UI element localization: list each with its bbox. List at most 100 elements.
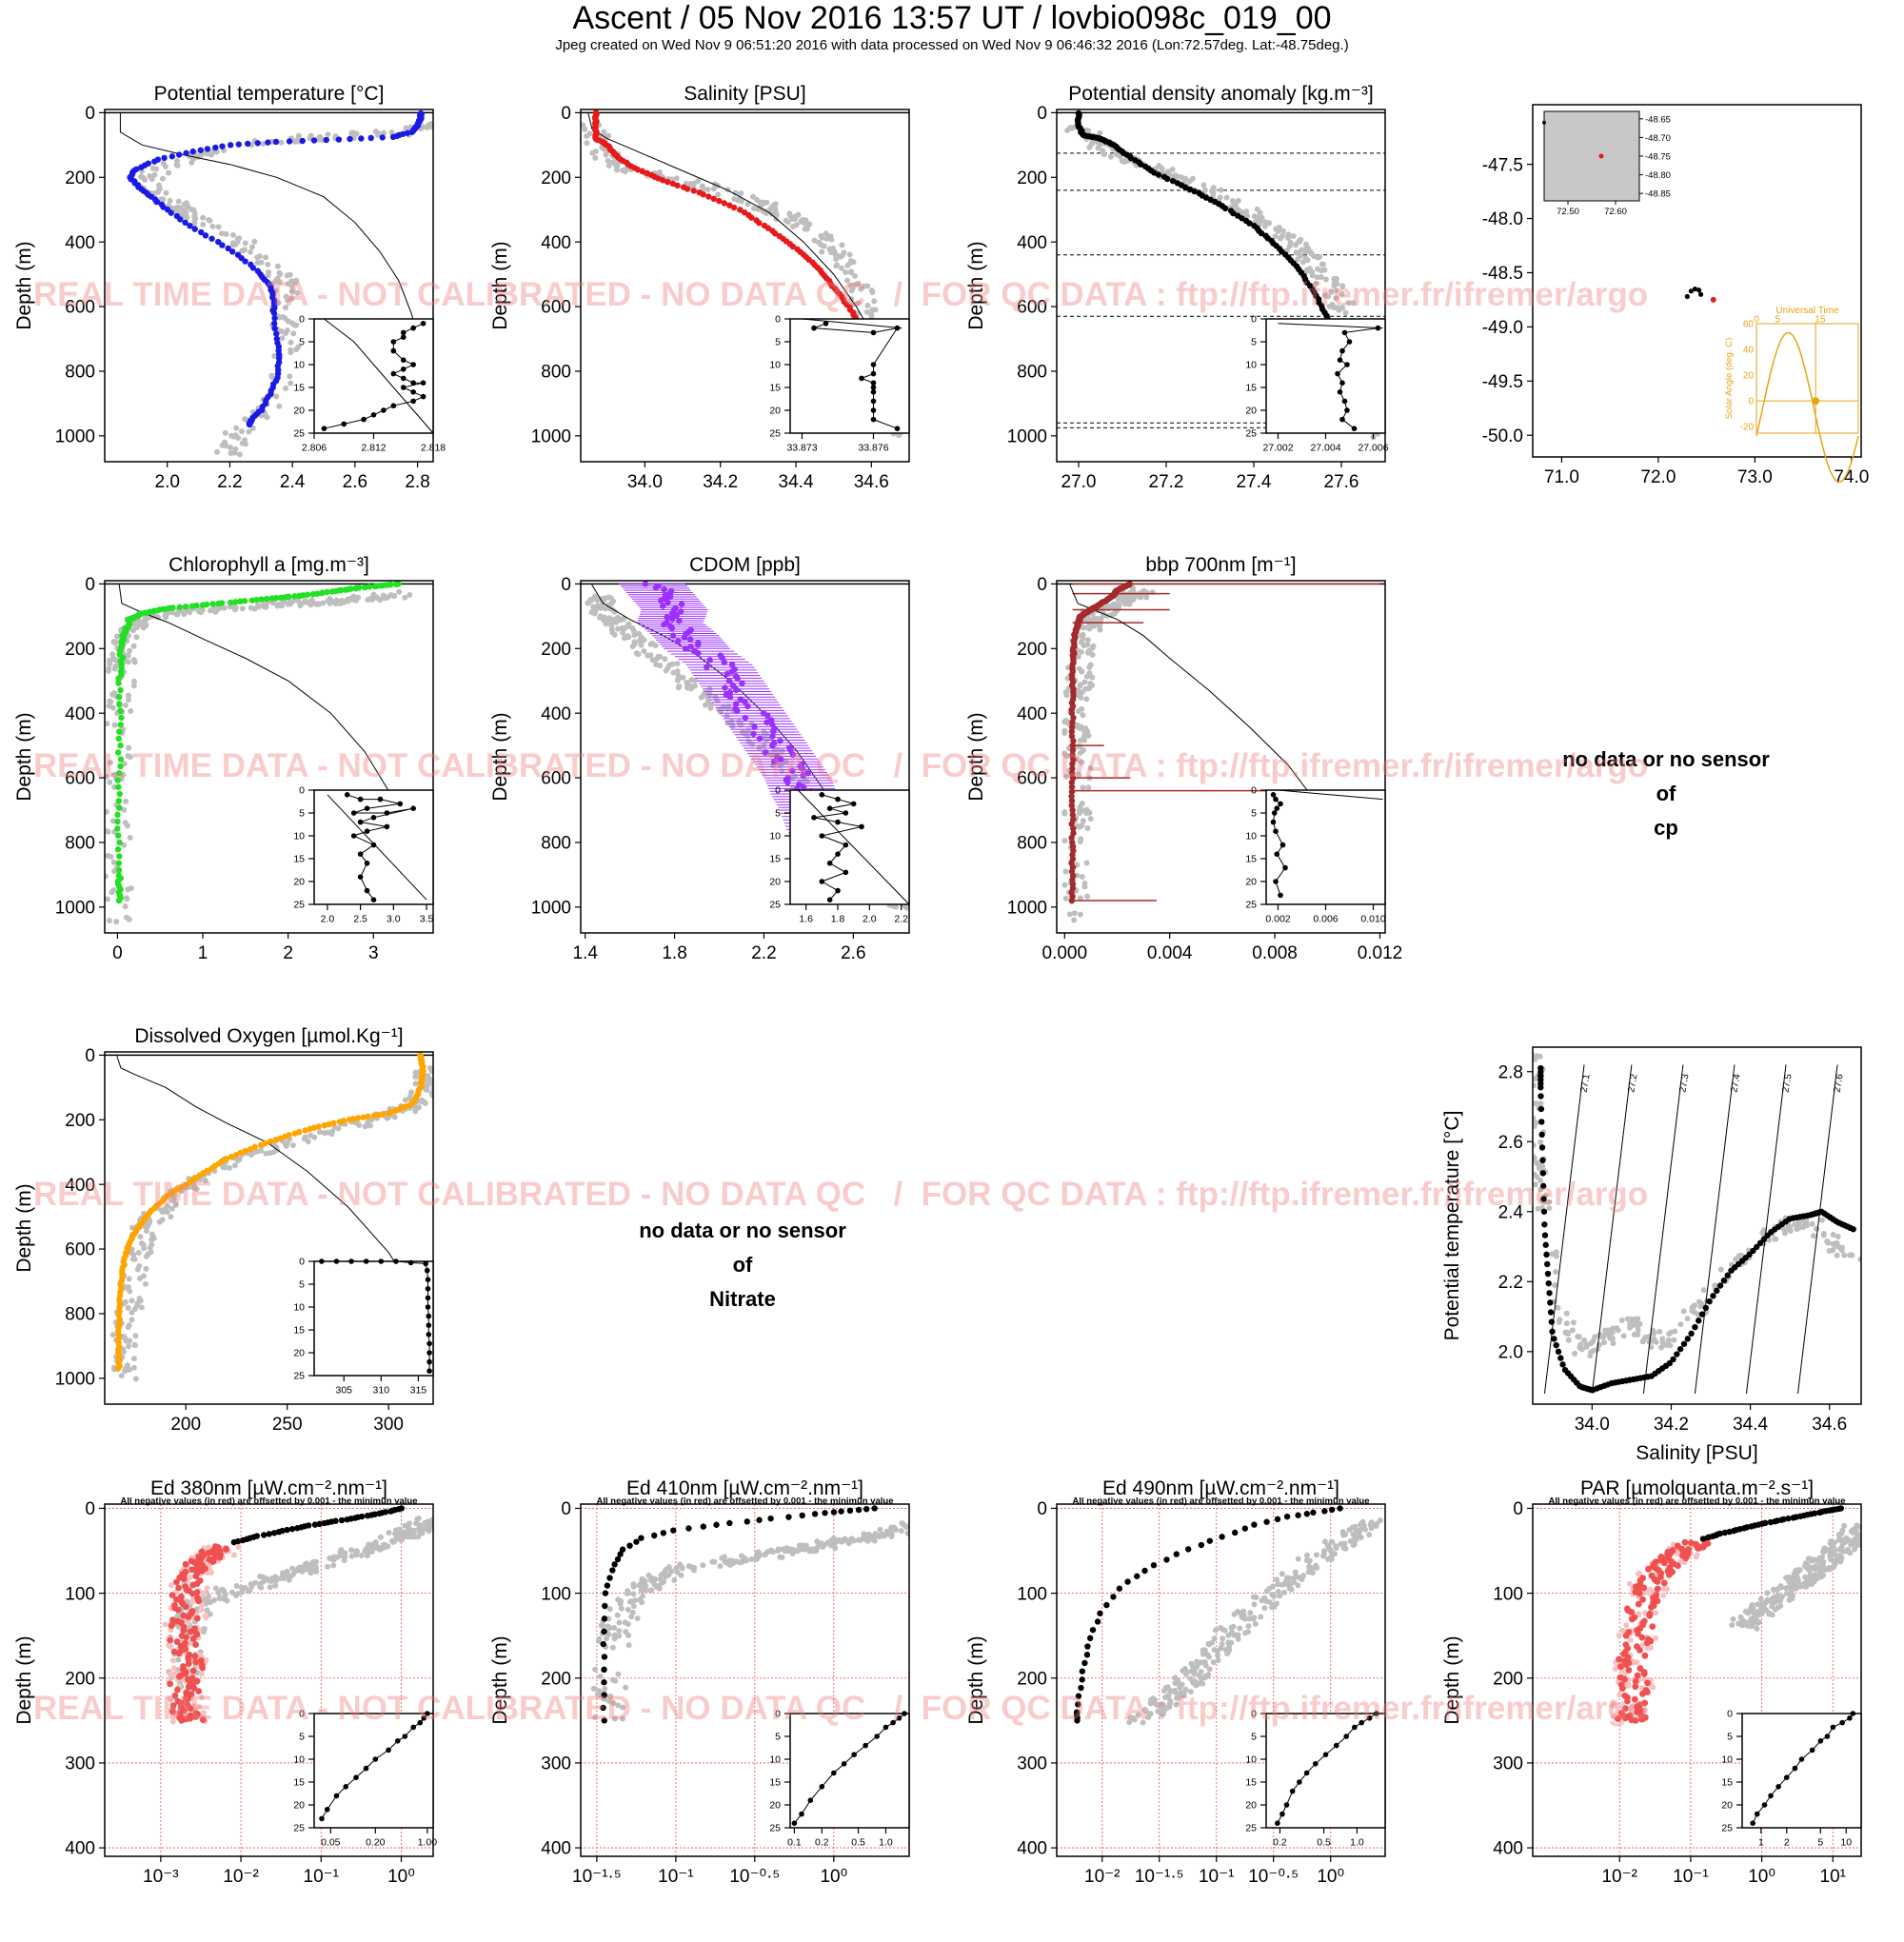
ed380-inset-point: [421, 1715, 426, 1721]
chla-history-point: [107, 780, 112, 785]
ed410-profile-point: [726, 1520, 732, 1526]
ed380-history-point: [330, 1556, 336, 1562]
sal-ytick-label: 200: [541, 168, 571, 188]
temp-history-point: [292, 323, 298, 328]
ts-profile-point: [1850, 1226, 1855, 1232]
chla-profile-point: [372, 584, 378, 589]
bbp-history-point: [1081, 624, 1086, 630]
chla-profile-point: [117, 708, 123, 714]
bbp-history-point: [1061, 730, 1067, 736]
ed380-inset-ytick-label: 20: [293, 1800, 305, 1812]
oxy-inset-point: [426, 1359, 432, 1365]
panel-ed410: Ed 410nm [µW.cm⁻².nm⁻¹]All negative valu…: [476, 1466, 952, 1942]
temp-inset-point: [401, 376, 407, 382]
ts-history-point: [1847, 1252, 1853, 1258]
oxy-history-point: [268, 1150, 273, 1156]
chla-profile-point: [209, 601, 215, 606]
ed380-ytick-label: 100: [65, 1584, 95, 1604]
ed380-negative-point: [181, 1575, 188, 1582]
chla-inset-ytick-label: 15: [293, 854, 305, 865]
dens-xtick-label: 27.6: [1324, 472, 1359, 492]
ed380-history-point: [386, 1530, 391, 1536]
ed410-profile-point: [605, 1582, 610, 1588]
ed410-profile-point: [615, 1556, 621, 1562]
cdom-inset-point: [843, 870, 849, 876]
sal-history-point: [785, 219, 791, 225]
ed410-profile-point: [812, 1511, 818, 1516]
ed380-ytick-label: 300: [65, 1754, 95, 1774]
temp-profile-point: [271, 310, 277, 316]
ed410-history-point: [831, 1536, 837, 1541]
chla-history-point: [105, 896, 110, 902]
ts-history-point: [1773, 1237, 1778, 1242]
sal-history-point: [582, 127, 587, 132]
temp-history-point: [288, 349, 293, 355]
bbp-history-point: [1072, 910, 1078, 916]
ed410-inset-xtick-label: 0.2: [815, 1837, 829, 1849]
ts-history-point: [1546, 1199, 1552, 1205]
oxy-inset-ytick-label: 5: [299, 1279, 305, 1291]
sal-profile-point: [731, 205, 737, 210]
temp-ytick-label: 1000: [55, 426, 95, 446]
chla-history-point: [374, 595, 380, 601]
chla-history-point: [108, 699, 113, 704]
ts-history-point: [1667, 1342, 1673, 1348]
ed380-history-point: [378, 1535, 384, 1540]
dens-history-point: [1322, 292, 1328, 298]
ts-history-point: [1782, 1228, 1788, 1234]
bbp-history-point: [1077, 684, 1082, 689]
bbp-title: bbp 700nm [m⁻¹]: [1145, 554, 1296, 576]
ts-profile-point: [1540, 1183, 1546, 1189]
chla-history-point: [123, 903, 129, 909]
oxy-inset-point: [425, 1268, 430, 1274]
ed380-history-point: [285, 1575, 290, 1580]
chla-ytick-label: 1000: [55, 898, 95, 918]
ed410-history-point: [631, 1584, 637, 1590]
ed410-profile-point: [831, 1509, 837, 1515]
temp-title: Potential temperature [°C]: [154, 83, 385, 105]
dens-history-point: [1280, 228, 1286, 234]
ed410-history-point: [623, 1619, 628, 1625]
ts-history-point: [1590, 1338, 1596, 1344]
sal-ylabel: Depth (m): [489, 241, 511, 329]
sal-history-point: [841, 249, 846, 255]
cdom-profile-point: [661, 622, 666, 627]
ts-profile-point: [1539, 1158, 1545, 1163]
sal-inset-point: [895, 426, 901, 431]
temp-history-point: [230, 242, 236, 248]
ed410-history-point: [647, 1588, 653, 1594]
ed380-negative-point: [170, 1702, 177, 1709]
ts-history-point: [1546, 1205, 1552, 1211]
sal-history-point: [687, 181, 693, 187]
ts-profile-point: [1539, 1144, 1545, 1150]
chla-profile-point: [114, 819, 120, 824]
chla-profile-point: [118, 722, 124, 727]
cdom-history-point: [601, 618, 606, 624]
cdom-inset-point: [835, 851, 841, 857]
ed380-profile-point: [387, 1508, 393, 1514]
chla-history-point: [126, 745, 131, 751]
dens-inset-point: [1338, 357, 1343, 363]
ed380-ytick-label: 400: [65, 1839, 95, 1859]
cdom-profile-point: [682, 634, 687, 640]
ts-history-point: [1587, 1353, 1593, 1358]
temp-history-point: [209, 224, 215, 229]
chla-profile-point: [115, 777, 121, 783]
ts-profile-point: [1541, 1221, 1547, 1227]
oxy-ytick-label: 600: [65, 1240, 95, 1260]
temp-xtick-label: 2.8: [405, 472, 429, 492]
temp-profile-point: [176, 151, 182, 157]
temp-inset-xtick-label: 2.812: [361, 443, 386, 454]
panel-cp-nodata: no data or no sensor of cp: [1428, 543, 1904, 1019]
sal-profile-point: [711, 196, 717, 202]
ts-history-point: [1537, 1139, 1543, 1145]
ed410-profile-point: [626, 1542, 632, 1548]
ed380-negative-point: [194, 1615, 201, 1622]
ed380-history-point: [285, 1569, 290, 1575]
cdom-history-point: [629, 625, 635, 631]
map-zoom-ytick-label: -48.65: [1645, 114, 1671, 125]
temp-history-point: [420, 124, 426, 129]
temp-inset-point: [401, 330, 407, 336]
